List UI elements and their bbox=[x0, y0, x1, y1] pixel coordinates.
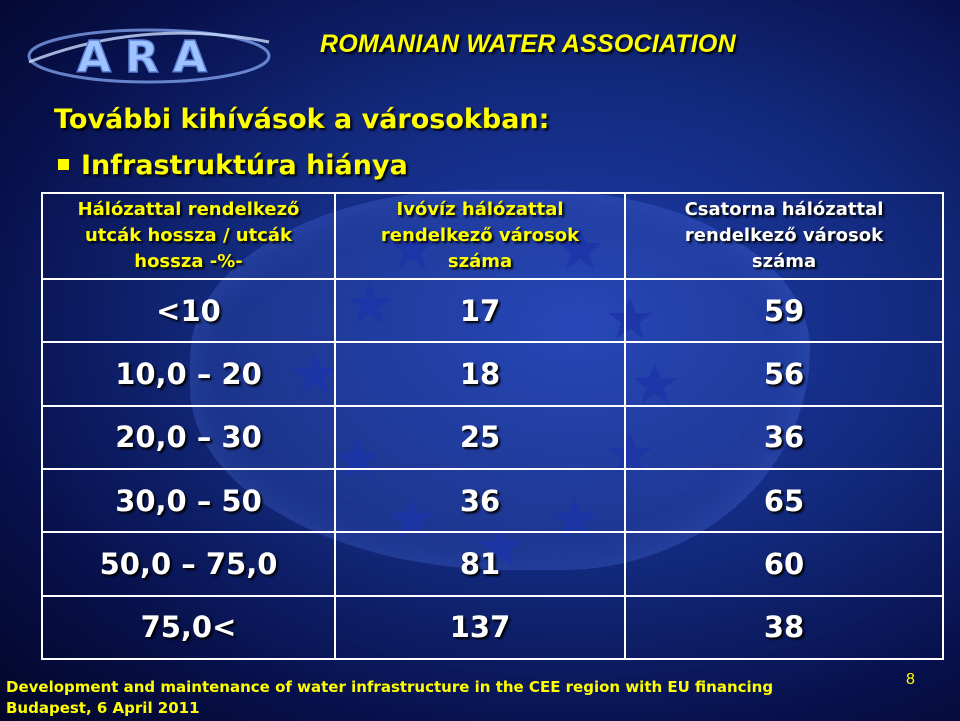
page-number: 8 bbox=[906, 671, 915, 688]
table-cell: 50,0 – 75,0 bbox=[41, 531, 336, 597]
table-cell: 38 bbox=[624, 594, 944, 661]
table-cell: 36 bbox=[624, 404, 944, 470]
slide-title: További kihívások a városokban: bbox=[54, 104, 550, 135]
table-row: 10,0 – 20 18 56 bbox=[41, 341, 944, 407]
table-row: 30,0 – 50 36 65 bbox=[41, 467, 944, 534]
header-cell-sewer-network: Csatorna hálózattal rendelkező városok s… bbox=[624, 192, 944, 280]
bullet-item: Infrastruktúra hiánya bbox=[58, 150, 408, 181]
table-row: 75,0< 137 38 bbox=[41, 594, 944, 661]
header-cell-water-network: Ivóvíz hálózattal rendelkező városok szá… bbox=[334, 192, 626, 280]
ara-logo: ARA bbox=[27, 28, 271, 84]
bullet-text: Infrastruktúra hiánya bbox=[81, 150, 408, 181]
table-cell: 30,0 – 50 bbox=[41, 467, 336, 534]
table-row: <10 17 59 bbox=[41, 277, 944, 344]
table-cell: 81 bbox=[334, 531, 626, 597]
table-cell: 20,0 – 30 bbox=[41, 404, 336, 470]
table-row: 50,0 – 75,0 81 60 bbox=[41, 531, 944, 597]
table-cell: 18 bbox=[334, 341, 626, 407]
footer-event-title: Development and maintenance of water inf… bbox=[6, 678, 774, 696]
organization-title: ROMANIAN WATER ASSOCIATION bbox=[320, 30, 736, 58]
table-cell: 65 bbox=[624, 467, 944, 534]
table-cell: 59 bbox=[624, 277, 944, 344]
table-cell: <10 bbox=[41, 277, 336, 344]
table-header-row: Hálózattal rendelkező utcák hossza / utc… bbox=[41, 192, 944, 280]
footer-event-date: Budapest, 6 April 2011 bbox=[6, 699, 200, 717]
table-cell: 17 bbox=[334, 277, 626, 344]
header-cell-street-coverage: Hálózattal rendelkező utcák hossza / utc… bbox=[41, 192, 336, 280]
table-cell: 10,0 – 20 bbox=[41, 341, 336, 407]
table-cell: 25 bbox=[334, 404, 626, 470]
table-cell: 60 bbox=[624, 531, 944, 597]
table-row: 20,0 – 30 25 36 bbox=[41, 404, 944, 470]
infrastructure-table: Hálózattal rendelkező utcák hossza / utc… bbox=[41, 192, 944, 661]
logo-text: ARA bbox=[77, 32, 221, 83]
table-cell: 56 bbox=[624, 341, 944, 407]
table-cell: 36 bbox=[334, 467, 626, 534]
table-cell: 75,0< bbox=[41, 594, 336, 661]
table-cell: 137 bbox=[334, 594, 626, 661]
bullet-square-icon bbox=[58, 159, 69, 170]
